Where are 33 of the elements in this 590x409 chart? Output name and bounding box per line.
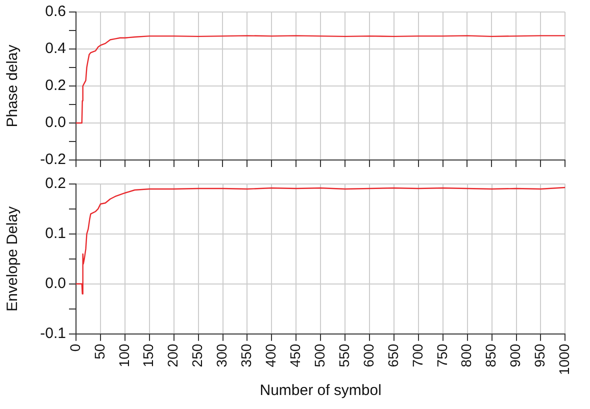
y-tick-label: 0.2 (45, 77, 66, 94)
x-tick-label: 850 (482, 344, 499, 368)
x-tick-label: 350 (238, 344, 254, 368)
x-tick-label: 150 (140, 344, 156, 368)
x-tick-label: 950 (532, 344, 548, 368)
x-tick-label: 650 (384, 344, 401, 368)
y-tick-label: 0.0 (45, 114, 66, 132)
y-tick-label: -0.1 (40, 324, 66, 342)
x-tick-label: 1000 (556, 344, 572, 376)
x-tick-label: 450 (287, 344, 303, 368)
x-tick-label: 400 (262, 344, 279, 368)
y-tick-label: -0.2 (40, 151, 66, 168)
x-tick-label: 750 (434, 344, 450, 368)
x-tick-label: 800 (458, 344, 474, 368)
y-tick-label: 0.6 (45, 3, 66, 20)
y-tick-label: 0.1 (45, 225, 66, 242)
x-tick-label: 550 (336, 344, 352, 368)
x-axis-title: Number of symbol (260, 382, 382, 400)
x-tick-label: 300 (214, 344, 230, 368)
x-tick-label: 50 (91, 344, 108, 360)
x-tick-label: 0 (66, 344, 83, 352)
y-tick-label: 0.0 (45, 275, 66, 292)
x-tick-label: 100 (116, 344, 132, 368)
y-tick-label: 0.4 (45, 40, 66, 58)
y-axis-title: Envelope Delay (4, 206, 22, 312)
x-tick-label: 250 (189, 344, 206, 368)
x-tick-label: 500 (311, 344, 328, 368)
x-tick-label: 600 (360, 344, 376, 368)
x-tick-label: 200 (164, 344, 181, 368)
x-tick-label: 900 (507, 344, 524, 368)
y-tick-label: 0.2 (45, 175, 66, 192)
x-tick-label: 700 (409, 344, 426, 368)
y-axis-title: Phase delay (4, 44, 22, 128)
